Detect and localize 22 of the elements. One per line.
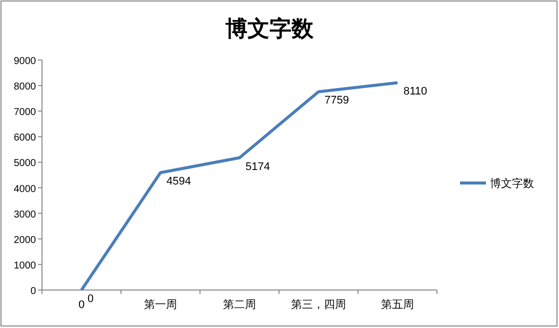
y-tick-label: 8000 [14, 82, 36, 93]
data-label: 7759 [324, 94, 349, 107]
x-tick-label: 第五周 [381, 299, 414, 311]
y-tick-label: 1000 [14, 260, 36, 272]
x-tick-label: 第二周 [223, 299, 256, 311]
data-label: 4594 [166, 176, 191, 188]
y-tick-label: 2000 [14, 234, 36, 246]
data-label: 8110 [404, 86, 428, 98]
y-tick-label: 3000 [14, 209, 36, 220]
x-tick-label: 第三，四周 [291, 299, 346, 311]
y-tick-label: 6000 [14, 132, 36, 144]
legend-label: 博文字数 [490, 177, 534, 190]
y-tick-label: 7000 [14, 107, 36, 118]
y-tick-label: 9000 [14, 56, 36, 67]
data-label: 5174 [246, 160, 270, 173]
y-tick-label: 5000 [14, 158, 36, 170]
chart-title: 博文字数 [224, 16, 314, 41]
y-tick-label: 4000 [14, 184, 36, 195]
x-tick-label: 0 [78, 299, 85, 311]
y-tick-label: 0 [30, 286, 36, 297]
x-tick-label: 第一周 [144, 299, 177, 311]
line-series [80, 81, 399, 292]
